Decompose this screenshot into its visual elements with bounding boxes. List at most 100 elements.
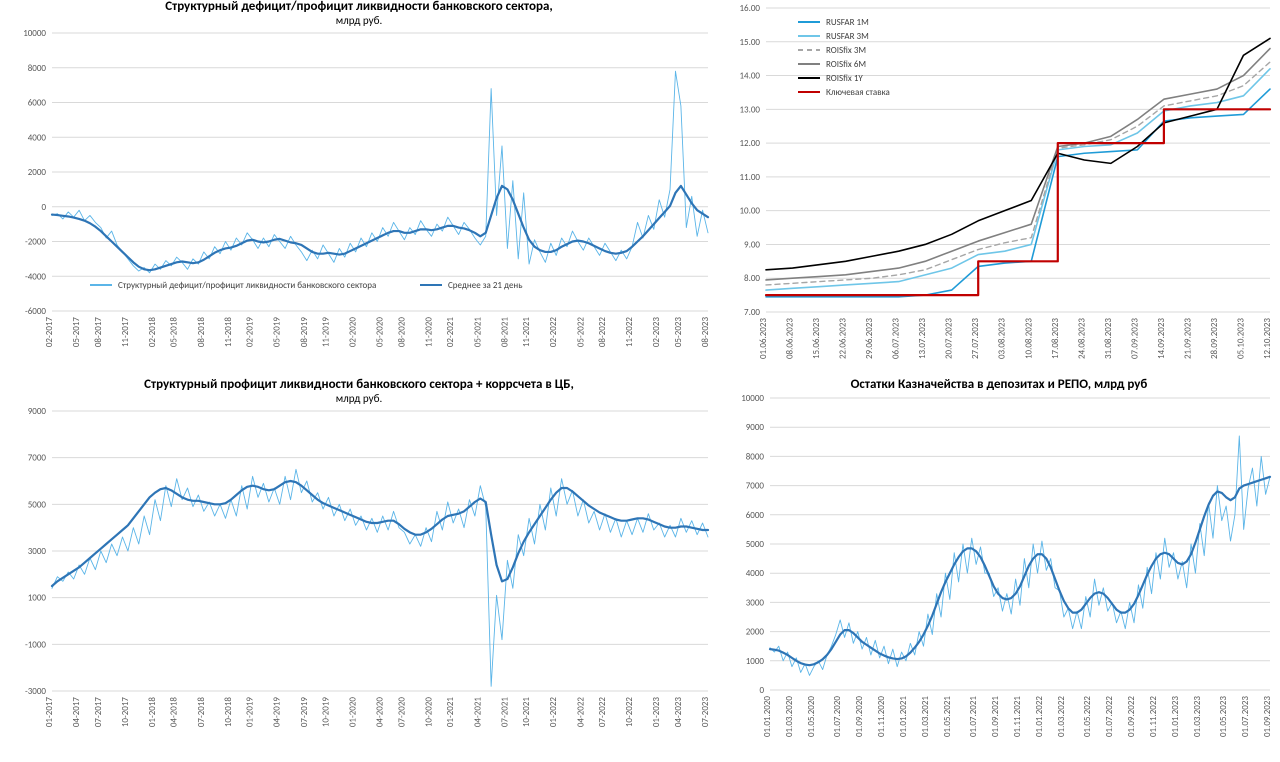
svg-text:05-2022: 05-2022 (575, 317, 586, 348)
svg-text:08-2017: 08-2017 (93, 317, 104, 348)
svg-text:11-2018: 11-2018 (223, 317, 234, 348)
svg-text:31.08.2023: 31.08.2023 (1103, 318, 1114, 359)
chart-subtitle: млрд руб. (0, 392, 718, 405)
svg-text:11-2017: 11-2017 (120, 317, 131, 348)
svg-text:08-2021: 08-2021 (499, 317, 510, 348)
svg-text:10-2019: 10-2019 (320, 697, 331, 728)
svg-text:04-2022: 04-2022 (575, 697, 586, 728)
panel-liquidity-corr: Структурный профицит ликвидности банковс… (0, 378, 718, 762)
svg-text:07-2017: 07-2017 (93, 697, 104, 728)
svg-text:10-2017: 10-2017 (120, 697, 131, 728)
chart-subtitle: млрд руб. (0, 14, 718, 27)
svg-text:08-2019: 08-2019 (299, 317, 310, 348)
svg-text:01.05.2020: 01.05.2020 (806, 696, 817, 737)
svg-text:11-2020: 11-2020 (424, 317, 435, 348)
chart-canvas: -3000-10001000300050007000900001-201704-… (0, 405, 718, 757)
svg-text:02-2017: 02-2017 (44, 317, 55, 348)
svg-text:RUSFAR 1M: RUSFAR 1M (826, 17, 869, 28)
chart-title: Остатки Казначейства в депозитах и РЕПО,… (718, 378, 1280, 392)
svg-text:3000: 3000 (28, 546, 47, 557)
svg-text:04-2020: 04-2020 (375, 697, 386, 728)
svg-text:7000: 7000 (28, 453, 47, 464)
chart-canvas: 0100020003000400050006000700080009000100… (718, 392, 1280, 756)
svg-text:1000: 1000 (28, 593, 47, 604)
svg-text:7000: 7000 (746, 481, 765, 492)
svg-text:01-2020: 01-2020 (348, 697, 359, 728)
panel-treasury: Остатки Казначейства в депозитах и РЕПО,… (718, 378, 1280, 762)
svg-text:08-2020: 08-2020 (396, 317, 407, 348)
svg-text:16.00: 16.00 (739, 3, 760, 14)
svg-text:-4000: -4000 (25, 272, 46, 283)
svg-text:01-2017: 01-2017 (44, 697, 55, 728)
chart-canvas: -6000-4000-2000020004000600080001000002-… (0, 27, 718, 373)
svg-text:08-2018: 08-2018 (196, 317, 207, 348)
svg-text:01.11.2022: 01.11.2022 (1148, 696, 1159, 737)
svg-text:15.00: 15.00 (739, 37, 760, 48)
svg-text:10-2018: 10-2018 (223, 697, 234, 728)
svg-text:10-2021: 10-2021 (521, 697, 532, 728)
svg-text:07-2019: 07-2019 (299, 697, 310, 728)
svg-text:05-2021: 05-2021 (472, 317, 483, 348)
svg-text:ROISfix 3M: ROISfix 3M (826, 45, 866, 56)
svg-text:01.09.2023: 01.09.2023 (1262, 696, 1273, 737)
svg-text:04-2018: 04-2018 (169, 697, 180, 728)
chart-title: Структурный дефицит/профицит ликвидности… (0, 0, 718, 14)
svg-text:01.11.2020: 01.11.2020 (876, 696, 887, 737)
svg-text:02-2019: 02-2019 (245, 317, 256, 348)
svg-text:15.06.2023: 15.06.2023 (811, 318, 822, 359)
svg-text:01.07.2021: 01.07.2021 (968, 696, 979, 737)
svg-text:ROISfix 1Y: ROISfix 1Y (826, 73, 863, 84)
svg-text:10-2020: 10-2020 (424, 697, 435, 728)
svg-text:11-2019: 11-2019 (320, 317, 331, 348)
svg-text:01.07.2022: 01.07.2022 (1104, 696, 1115, 737)
svg-text:02-2023: 02-2023 (651, 317, 662, 348)
svg-text:4000: 4000 (746, 568, 765, 579)
svg-text:9000: 9000 (28, 406, 47, 417)
svg-text:17.08.2023: 17.08.2023 (1050, 318, 1061, 359)
svg-text:01.05.2023: 01.05.2023 (1218, 696, 1229, 737)
svg-text:01.05.2022: 01.05.2022 (1082, 696, 1093, 737)
svg-text:05-2018: 05-2018 (169, 317, 180, 348)
svg-text:04-2021: 04-2021 (472, 697, 483, 728)
chart-title: Структурный профицит ликвидности банковс… (0, 378, 718, 392)
svg-text:03.08.2023: 03.08.2023 (997, 318, 1008, 359)
svg-text:01.03.2021: 01.03.2021 (920, 696, 931, 737)
svg-text:11-2021: 11-2021 (521, 317, 532, 348)
svg-text:-1000: -1000 (25, 640, 46, 651)
svg-text:14.00: 14.00 (739, 71, 760, 82)
svg-text:2000: 2000 (28, 167, 47, 178)
svg-text:10000: 10000 (741, 393, 764, 404)
svg-text:4000: 4000 (28, 133, 47, 144)
svg-text:1000: 1000 (746, 656, 765, 667)
svg-text:Ключевая ставка: Ключевая ставка (826, 87, 890, 98)
svg-text:01-2022: 01-2022 (548, 697, 559, 728)
svg-text:02-2020: 02-2020 (348, 317, 359, 348)
svg-text:11.00: 11.00 (739, 172, 760, 183)
svg-text:2000: 2000 (746, 627, 765, 638)
svg-text:08.06.2023: 08.06.2023 (785, 318, 796, 359)
svg-text:9000: 9000 (746, 422, 765, 433)
svg-text:01.01.2023: 01.01.2023 (1170, 696, 1181, 737)
svg-text:10000: 10000 (23, 28, 46, 39)
svg-text:7.00: 7.00 (744, 307, 760, 318)
svg-text:6000: 6000 (28, 98, 47, 109)
svg-text:24.08.2023: 24.08.2023 (1076, 318, 1087, 359)
svg-text:0: 0 (41, 202, 46, 213)
svg-text:04-2023: 04-2023 (673, 697, 684, 728)
svg-text:04-2019: 04-2019 (272, 697, 283, 728)
svg-text:6000: 6000 (746, 510, 765, 521)
svg-text:02-2018: 02-2018 (147, 317, 158, 348)
svg-text:01.09.2022: 01.09.2022 (1126, 696, 1137, 737)
svg-text:01-2018: 01-2018 (147, 697, 158, 728)
svg-text:01.07.2023: 01.07.2023 (1240, 696, 1251, 737)
svg-text:07-2023: 07-2023 (700, 697, 711, 728)
svg-text:5000: 5000 (28, 500, 47, 511)
svg-text:04-2017: 04-2017 (71, 697, 82, 728)
svg-text:22.06.2023: 22.06.2023 (838, 318, 849, 359)
svg-text:8000: 8000 (746, 452, 765, 463)
panel-liquidity-deficit: Структурный дефицит/профицит ликвидности… (0, 0, 718, 378)
svg-text:27.07.2023: 27.07.2023 (970, 318, 981, 359)
dashboard: Структурный дефицит/профицит ликвидности… (0, 0, 1280, 762)
svg-text:21.09.2023: 21.09.2023 (1182, 318, 1193, 359)
svg-text:28.09.2023: 28.09.2023 (1209, 318, 1220, 359)
